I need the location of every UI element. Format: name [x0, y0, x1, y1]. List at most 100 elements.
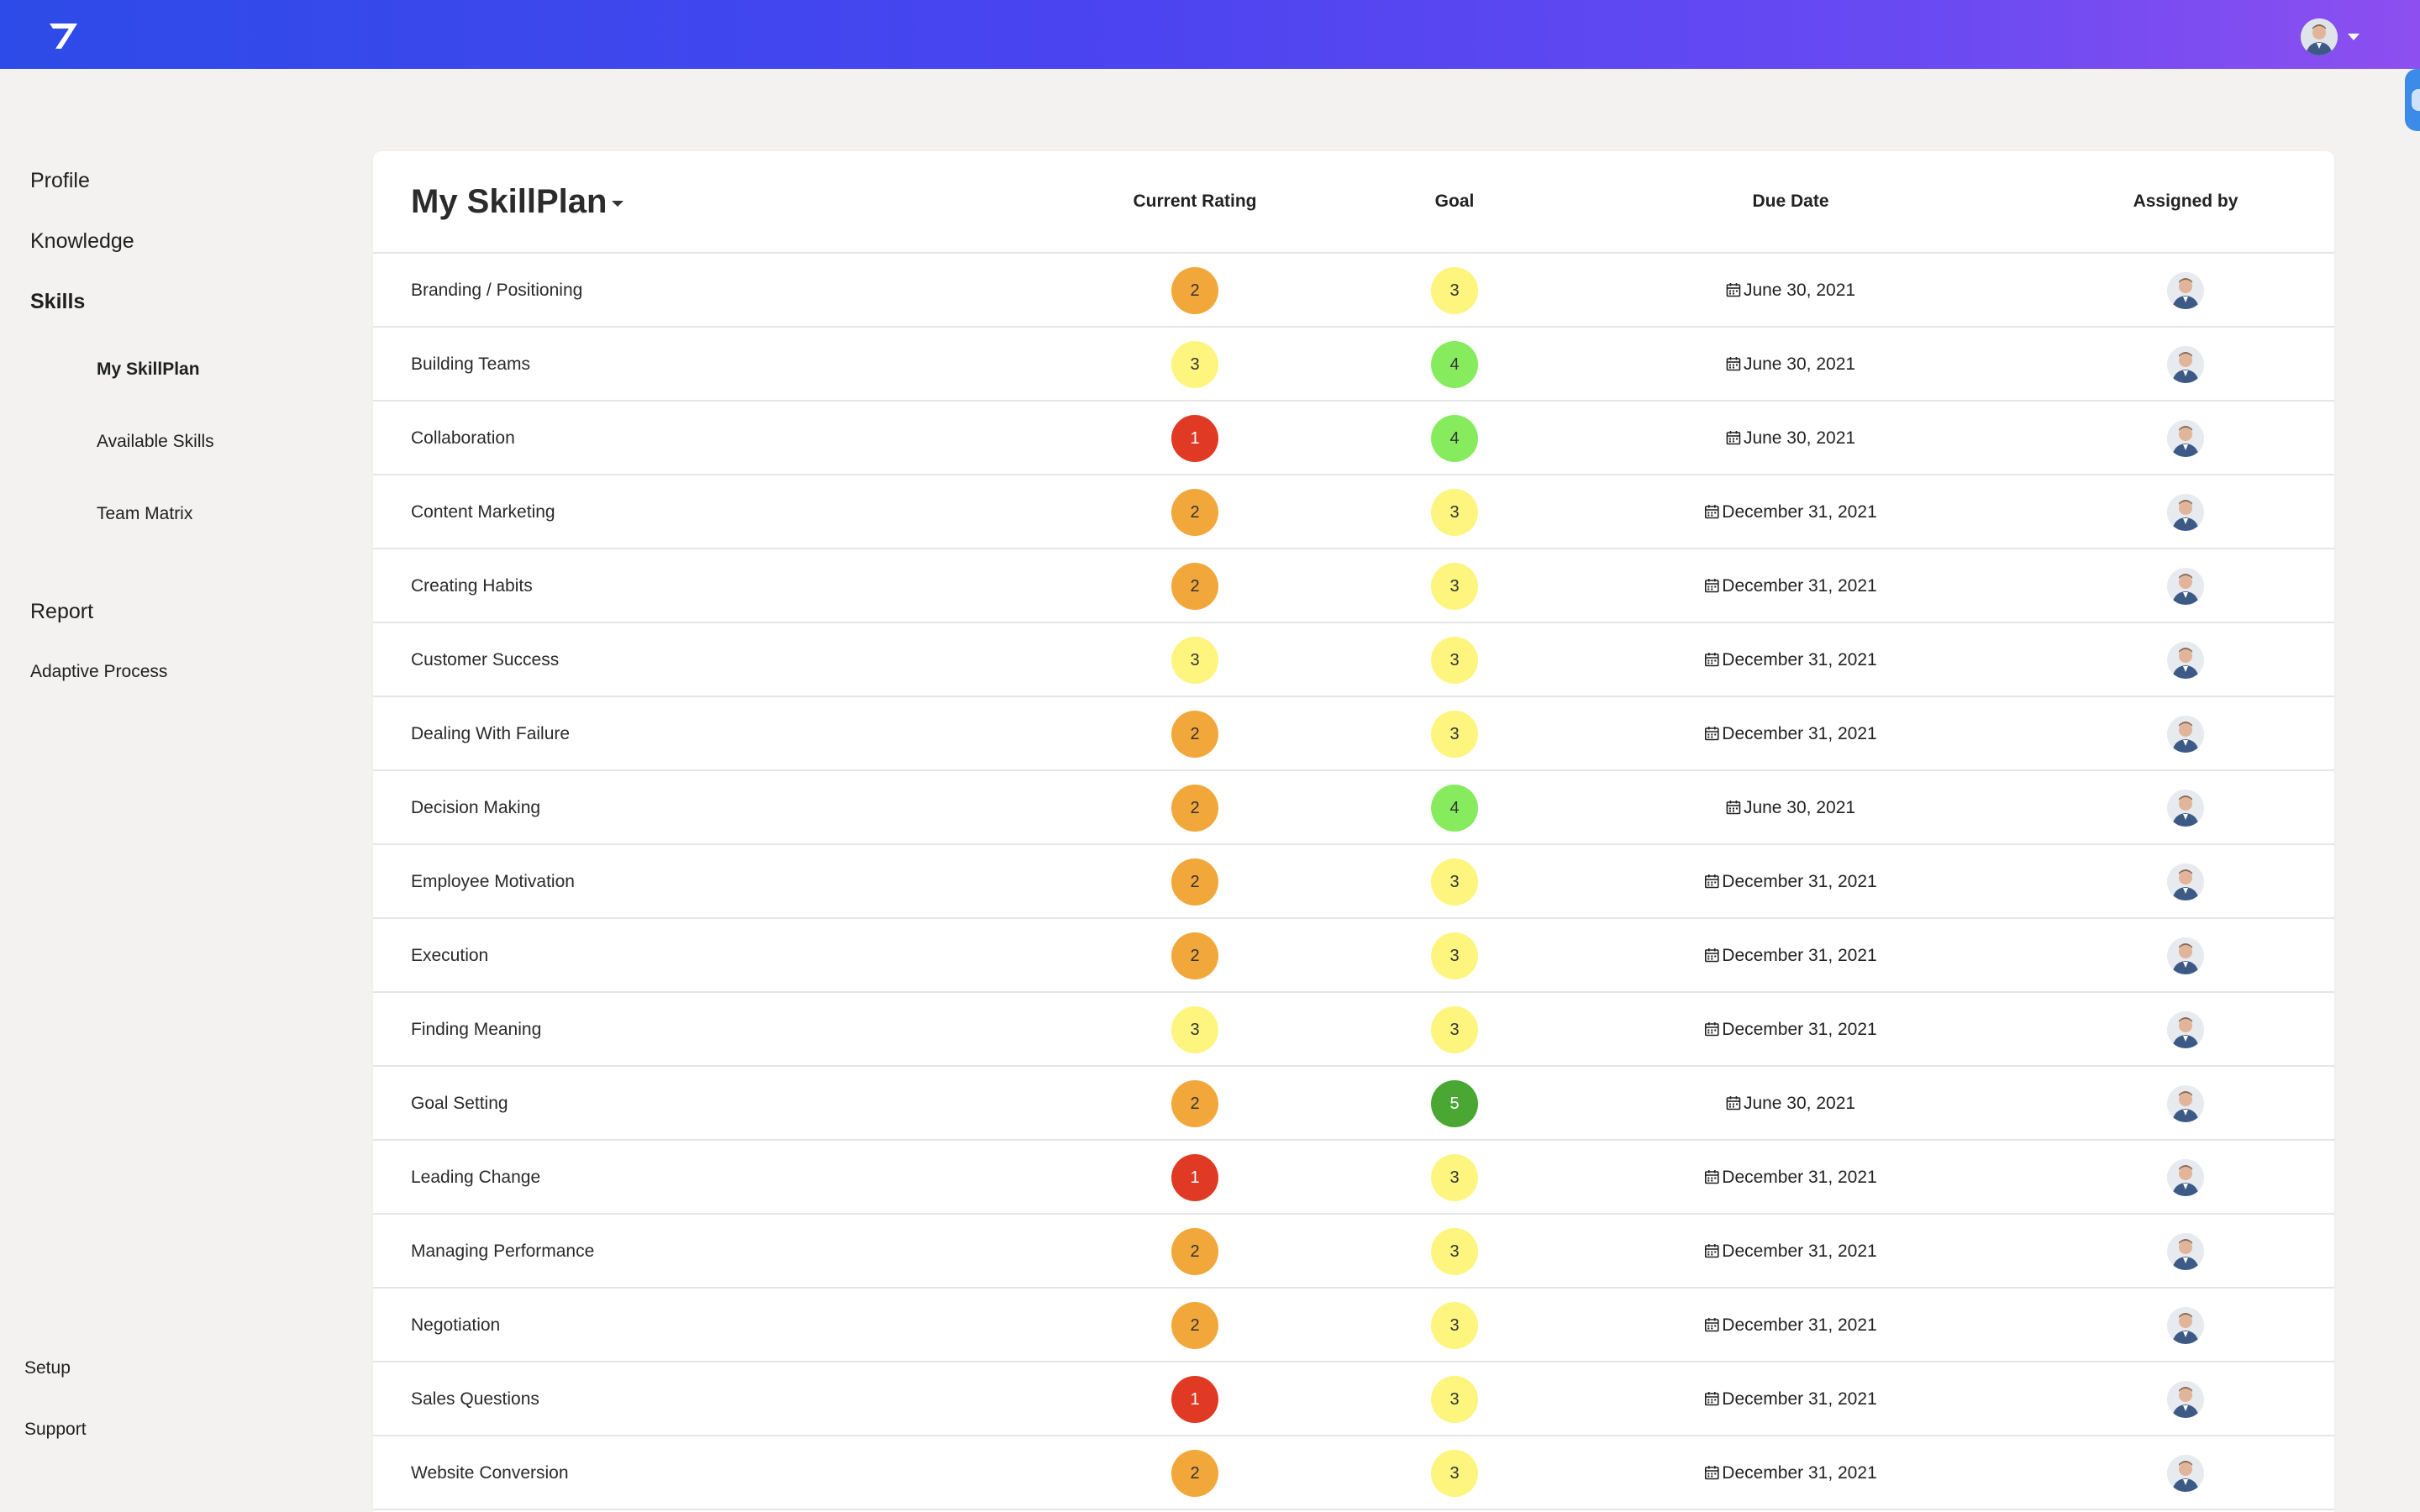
skill-name[interactable]: Collaboration — [411, 428, 515, 448]
sidebar-item-setup[interactable]: Setup — [24, 1358, 71, 1378]
due-date[interactable]: June 30, 2021 — [1726, 354, 1855, 375]
skill-name[interactable]: Goal Setting — [411, 1094, 508, 1113]
due-date[interactable]: December 31, 2021 — [1704, 1168, 1877, 1188]
due-date[interactable]: June 30, 2021 — [1726, 1094, 1855, 1114]
table-row[interactable]: Content Marketing 2 3 December 31, 2021 — [373, 475, 2334, 549]
due-date[interactable]: December 31, 2021 — [1704, 1389, 1877, 1410]
column-header-current-rating[interactable]: Current Rating — [1133, 192, 1257, 211]
goal-rating-badge[interactable]: 3 — [1431, 1302, 1478, 1349]
goal-rating-badge[interactable]: 5 — [1431, 1080, 1478, 1127]
due-date[interactable]: June 30, 2021 — [1726, 281, 1855, 301]
current-rating-badge[interactable]: 1 — [1171, 1154, 1218, 1201]
chevron-down-icon[interactable] — [2348, 34, 2360, 40]
due-date[interactable]: December 31, 2021 — [1704, 1315, 1877, 1336]
table-row[interactable]: Collaboration 1 4 June 30, 2021 — [373, 402, 2334, 475]
skill-name[interactable]: Execution — [411, 946, 489, 965]
skill-name[interactable]: Managing Performance — [411, 1242, 595, 1261]
current-rating-badge[interactable]: 3 — [1171, 341, 1218, 388]
user-menu[interactable] — [2301, 18, 2360, 57]
table-row[interactable]: Managing Performance 2 3 December 31, 2021 — [373, 1215, 2334, 1289]
current-rating-badge[interactable]: 3 — [1171, 1006, 1218, 1053]
goal-rating-badge[interactable]: 3 — [1431, 1154, 1478, 1201]
assigned-by-avatar-icon[interactable] — [2167, 272, 2204, 309]
assigned-by-avatar-icon[interactable] — [2167, 864, 2204, 900]
sidebar-item-support[interactable]: Support — [24, 1420, 87, 1439]
current-rating-badge[interactable]: 2 — [1171, 1302, 1218, 1349]
skill-name[interactable]: Building Teams — [411, 354, 531, 374]
skill-name[interactable]: Customer Success — [411, 650, 560, 669]
skillplan-selector[interactable]: My SkillPlan — [411, 183, 624, 221]
goal-rating-badge[interactable]: 3 — [1431, 858, 1478, 906]
due-date[interactable]: December 31, 2021 — [1704, 1242, 1877, 1262]
skill-name[interactable]: Employee Motivation — [411, 872, 575, 891]
table-row[interactable]: Employee Motivation 2 3 December 31, 2021 — [373, 845, 2334, 919]
table-row[interactable]: Sales Questions 1 3 December 31, 2021 — [373, 1362, 2334, 1436]
table-row[interactable]: Finding Meaning 3 3 December 31, 2021 — [373, 993, 2334, 1067]
assigned-by-avatar-icon[interactable] — [2167, 642, 2204, 679]
goal-rating-badge[interactable]: 3 — [1431, 711, 1478, 758]
assigned-by-avatar-icon[interactable] — [2167, 346, 2204, 383]
sidebar-item-knowledge[interactable]: Knowledge — [30, 229, 134, 253]
sidebar-item-my-skillplan[interactable]: My SkillPlan — [97, 360, 200, 379]
goal-rating-badge[interactable]: 3 — [1431, 1228, 1478, 1275]
sidebar-item-available-skills[interactable]: Available Skills — [97, 432, 214, 451]
current-rating-badge[interactable]: 2 — [1171, 267, 1218, 314]
skill-name[interactable]: Content Marketing — [411, 502, 555, 522]
skill-name[interactable]: Dealing With Failure — [411, 724, 571, 743]
table-row[interactable]: Leading Change 1 3 December 31, 2021 — [373, 1141, 2334, 1215]
goal-rating-badge[interactable]: 3 — [1431, 1006, 1478, 1053]
goal-rating-badge[interactable]: 3 — [1431, 563, 1478, 610]
column-header-assigned-by[interactable]: Assigned by — [2133, 192, 2238, 211]
current-rating-badge[interactable]: 2 — [1171, 932, 1218, 979]
column-header-due-date[interactable]: Due Date — [1752, 192, 1829, 211]
skill-name[interactable]: Sales Questions — [411, 1389, 539, 1409]
assigned-by-avatar-icon[interactable] — [2167, 568, 2204, 605]
goal-rating-badge[interactable]: 3 — [1431, 489, 1478, 536]
column-header-goal[interactable]: Goal — [1434, 192, 1475, 211]
due-date[interactable]: December 31, 2021 — [1704, 1463, 1877, 1483]
assigned-by-avatar-icon[interactable] — [2167, 494, 2204, 531]
table-row[interactable]: Dealing With Failure 2 3 December 31, 2021 — [373, 697, 2334, 771]
table-row[interactable]: Building Teams 3 4 June 30, 2021 — [373, 328, 2334, 402]
skill-name[interactable]: Leading Change — [411, 1168, 541, 1187]
chevron-down-icon[interactable] — [612, 200, 624, 207]
due-date[interactable]: December 31, 2021 — [1704, 576, 1877, 596]
page-title[interactable]: My SkillPlan — [411, 183, 608, 220]
sidebar-item-team-matrix[interactable]: Team Matrix — [97, 504, 193, 523]
due-date[interactable]: June 30, 2021 — [1726, 428, 1855, 449]
sidebar-item-adaptive-process[interactable]: Adaptive Process — [30, 662, 168, 681]
goal-rating-badge[interactable]: 3 — [1431, 267, 1478, 314]
table-row[interactable]: Branding / Positioning 2 3 June 30, 2021 — [373, 254, 2334, 328]
current-rating-badge[interactable]: 2 — [1171, 785, 1218, 832]
current-rating-badge[interactable]: 2 — [1171, 1450, 1218, 1497]
assigned-by-avatar-icon[interactable] — [2167, 1307, 2204, 1344]
goal-rating-badge[interactable]: 4 — [1431, 785, 1478, 832]
goal-rating-badge[interactable]: 3 — [1431, 1376, 1478, 1423]
assigned-by-avatar-icon[interactable] — [2167, 1233, 2204, 1270]
due-date[interactable]: December 31, 2021 — [1704, 502, 1877, 522]
brand-logo-icon[interactable] — [47, 18, 81, 52]
table-row[interactable]: Customer Success 3 3 December 31, 2021 — [373, 623, 2334, 697]
skill-name[interactable]: Website Conversion — [411, 1463, 569, 1483]
table-row[interactable]: Website Conversion 2 3 December 31, 2021 — [373, 1436, 2334, 1510]
due-date[interactable]: June 30, 2021 — [1726, 798, 1855, 818]
assigned-by-avatar-icon[interactable] — [2167, 1381, 2204, 1418]
current-rating-badge[interactable]: 2 — [1171, 858, 1218, 906]
sidebar-item-profile[interactable]: Profile — [30, 169, 90, 192]
assigned-by-avatar-icon[interactable] — [2167, 1159, 2204, 1196]
current-rating-badge[interactable]: 2 — [1171, 489, 1218, 536]
due-date[interactable]: December 31, 2021 — [1704, 1020, 1877, 1040]
skill-name[interactable]: Creating Habits — [411, 576, 533, 596]
assigned-by-avatar-icon[interactable] — [2167, 1455, 2204, 1492]
table-row[interactable]: Execution 2 3 December 31, 2021 — [373, 919, 2334, 993]
goal-rating-badge[interactable]: 4 — [1431, 341, 1478, 388]
assigned-by-avatar-icon[interactable] — [2167, 420, 2204, 457]
skill-name[interactable]: Decision Making — [411, 798, 541, 817]
skill-name[interactable]: Negotiation — [411, 1315, 501, 1335]
due-date[interactable]: December 31, 2021 — [1704, 650, 1877, 670]
user-avatar-icon[interactable] — [2301, 18, 2338, 55]
skill-name[interactable]: Branding / Positioning — [411, 281, 583, 300]
table-row[interactable]: Goal Setting 2 5 June 30, 2021 — [373, 1067, 2334, 1141]
goal-rating-badge[interactable]: 3 — [1431, 637, 1478, 684]
goal-rating-badge[interactable]: 3 — [1431, 932, 1478, 979]
